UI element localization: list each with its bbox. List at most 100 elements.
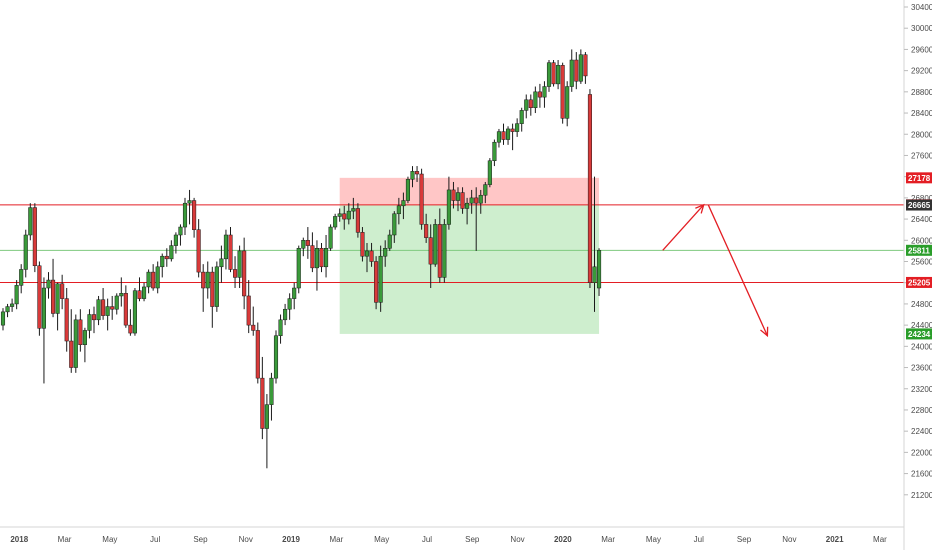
price-level-badge[interactable]: 25205 (906, 276, 932, 288)
candle-body (383, 247, 388, 257)
candle-body (41, 287, 47, 329)
candle-body (10, 303, 15, 307)
risk-reward-zones (339, 177, 600, 334)
price-axis[interactable]: 21200 21600 22000 22400 22800 23200 23600 24000… (904, 3, 932, 500)
price-level-badge[interactable]: 24234 (906, 328, 932, 340)
x-tick-label: 2018 (10, 535, 28, 544)
candle-body (292, 287, 297, 299)
candle-body (492, 141, 497, 162)
candle-body (237, 250, 242, 278)
candle-body (442, 224, 447, 278)
candle-body (314, 247, 319, 269)
candle-body (455, 192, 461, 201)
candle-body (69, 340, 74, 368)
price-level-badge-bg (906, 328, 932, 340)
y-tick-label: 22800 (911, 406, 932, 415)
candle-body (451, 189, 456, 201)
candle-body (333, 216, 338, 228)
candle-body (401, 200, 406, 207)
candle-body (474, 197, 479, 204)
x-tick-label: Mar (873, 535, 887, 544)
projection-arrow[interactable] (662, 204, 705, 251)
candle-body (319, 247, 324, 268)
y-tick-label: 21200 (911, 491, 932, 500)
x-tick-label: Jul (150, 535, 160, 544)
x-tick-label: May (374, 535, 389, 544)
candle-body (214, 266, 219, 307)
candle-body (182, 202, 188, 228)
candle-body (501, 131, 506, 140)
price-level-badge[interactable]: 27178 (906, 172, 932, 184)
candle-body (169, 245, 174, 260)
candle-body (101, 299, 106, 316)
stop-zone (339, 177, 600, 205)
candle-body (424, 224, 429, 238)
candle-body (201, 271, 206, 289)
candle-body (578, 54, 583, 82)
price-level-badge-label: 27178 (908, 174, 931, 183)
candle-body (597, 250, 602, 289)
price-level-badge[interactable]: 25811 (906, 244, 932, 256)
candle-body (91, 314, 97, 321)
candle-body (478, 194, 483, 204)
candle-body (233, 269, 238, 278)
candle-body (178, 226, 183, 236)
candle-body (119, 293, 124, 297)
y-tick-label: 22000 (911, 448, 932, 457)
price-level-badge-bg (906, 172, 932, 184)
candle-body (296, 247, 301, 289)
candle-body (496, 131, 501, 143)
candle-body (251, 324, 256, 331)
candle-body (387, 234, 392, 249)
price-level-badge[interactable]: 26665 (906, 199, 932, 211)
candle-body (278, 319, 283, 336)
projection-arrow[interactable] (707, 204, 768, 336)
candle-body (524, 99, 529, 111)
price-level-badge-label: 25205 (908, 278, 931, 287)
candle-body (287, 298, 292, 310)
candle-body (469, 197, 474, 204)
candle-body (64, 298, 69, 342)
time-axis[interactable]: 2018 Mar May Jul Sep Nov 2019 Mar May Jul Sep Nov 20… (10, 535, 887, 544)
candle-body (205, 271, 210, 289)
candle-body (346, 210, 351, 220)
candle-body (192, 200, 197, 230)
candle-body (37, 265, 42, 329)
candle-body (537, 91, 542, 98)
candle-body (519, 110, 524, 124)
candle-body (574, 59, 579, 82)
y-tick-label: 24800 (911, 300, 932, 309)
y-tick-label: 26000 (911, 236, 932, 245)
candle-body (246, 295, 251, 326)
price-level-badge-label: 25811 (908, 246, 930, 255)
x-tick-label: Sep (737, 535, 752, 544)
x-tick-label: Sep (465, 535, 480, 544)
candle-body (437, 224, 442, 278)
candle-body (410, 171, 415, 180)
candle-body (269, 377, 274, 405)
candle-body (19, 269, 24, 286)
projection-arrow-head (695, 203, 705, 214)
candle-body (0, 311, 6, 326)
y-tick-label: 26400 (911, 215, 932, 224)
candle-body (465, 202, 470, 209)
candle-body (396, 205, 401, 215)
candle-body (378, 255, 383, 303)
candle-body (73, 319, 78, 368)
x-tick-label: Nov (239, 535, 253, 544)
x-tick-label: Mar (601, 535, 615, 544)
candle-body (364, 250, 370, 257)
candle-body (82, 330, 87, 345)
y-tick-label: 27600 (911, 151, 932, 160)
x-tick-label: Mar (58, 535, 72, 544)
candle-body (219, 258, 224, 268)
candle-body (273, 335, 279, 379)
candle-body (369, 250, 374, 262)
candle-body (28, 207, 33, 236)
target-zone (339, 204, 600, 334)
y-tick-label: 30000 (911, 24, 932, 33)
candle-body (583, 54, 588, 77)
y-tick-label: 28800 (911, 88, 932, 97)
x-tick-label: Sep (193, 535, 208, 544)
